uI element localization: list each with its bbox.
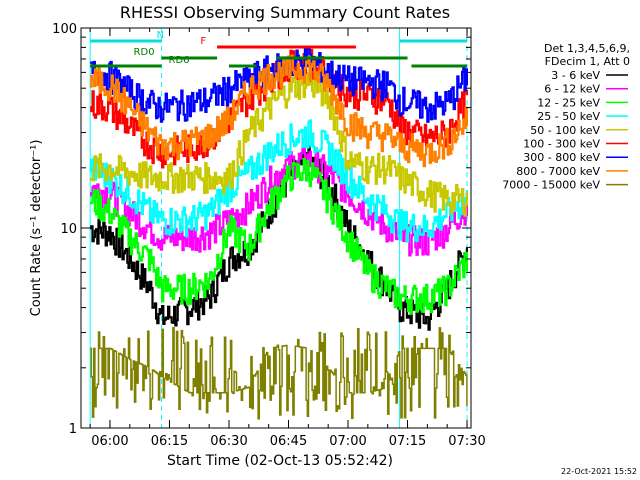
legend-label: 12 - 25 keV [537,96,600,109]
flag-label: RD0 [134,47,155,58]
y-axis: 1 10 100 [52,22,471,437]
x-axis: 06:00 06:15 06:30 06:45 07:00 07:15 07:30 [89,28,486,449]
x-tick-label: 06:45 [270,434,307,449]
series-line [90,54,468,168]
legend-label: 25 - 50 keV [537,110,600,123]
x-axis-label: Start Time (02-Oct-13 05:52:42) [167,453,393,469]
timestamp: 22-Oct-2021 15:52 [561,467,637,476]
legend-label: 300 - 800 keV [523,151,600,164]
flag-label: RD6 [169,55,190,66]
flag-label: F [200,36,206,47]
legend-label: 3 - 6 keV [551,69,600,82]
x-tick-label: 07:00 [329,434,366,449]
chart-title: RHESSI Observing Summary Count Rates [120,3,450,22]
series-line [90,119,468,243]
legend-label: 100 - 300 keV [523,138,600,151]
x-tick-label: 06:15 [151,434,188,449]
legend: Det 1,3,4,5,6,9,FDecim 1, Att 03 - 6 keV… [502,42,630,192]
x-tick-label: 06:00 [91,434,128,449]
plot-area: N F RD0 RD6 [89,28,468,428]
legend-label: 800 - 7000 keV [516,165,600,178]
legend-label: 7000 - 15000 keV [502,179,600,192]
legend-label: 6 - 12 keV [544,83,600,96]
flag-label: N [157,30,164,41]
x-tick-label: 06:30 [210,434,247,449]
series-line [90,157,468,315]
y-tick-label: 100 [52,22,77,37]
series-line [90,47,468,169]
legend-header: Det 1,3,4,5,6,9, [544,42,630,55]
legend-header: FDecim 1, Att 0 [545,55,630,68]
x-tick-label: 07:15 [389,434,426,449]
y-tick-label: 1 [69,422,77,437]
series-line [90,326,468,420]
series-line [90,47,468,123]
x-tick-label: 07:30 [448,434,485,449]
y-axis-label: Count Rate (s⁻¹ detector⁻¹) [29,140,44,317]
series-line [90,146,468,257]
y-tick-label: 10 [60,222,77,237]
series-line [90,72,468,217]
legend-label: 50 - 100 keV [530,124,600,137]
